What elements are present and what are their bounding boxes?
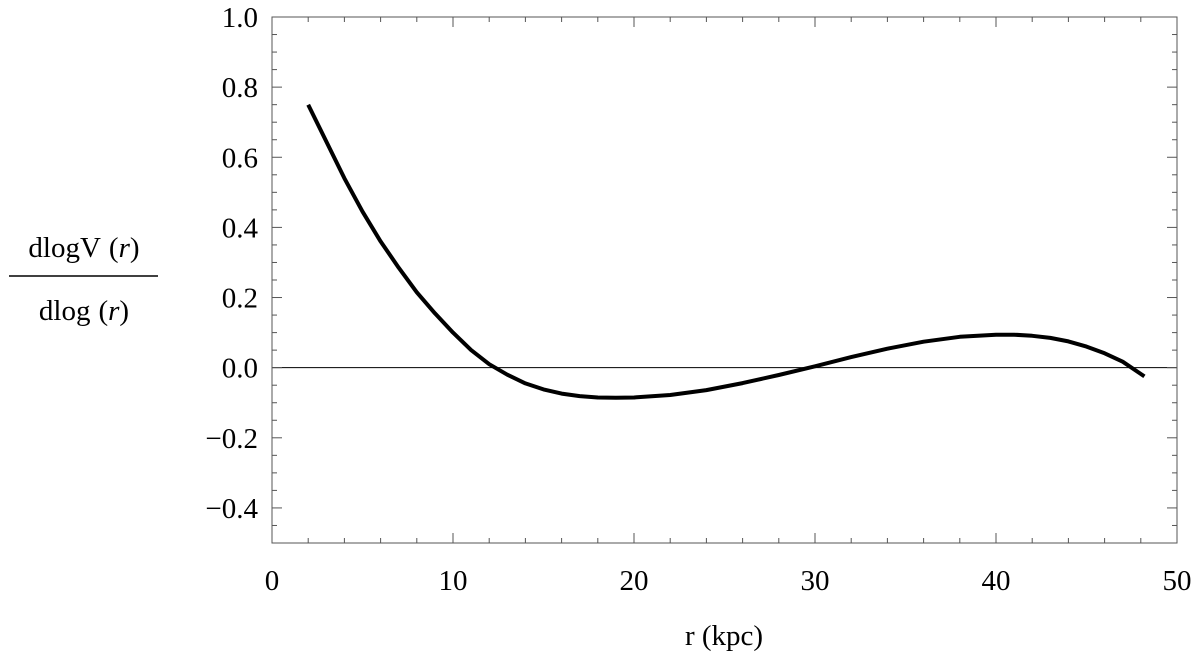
plot-frame: [271, 16, 1178, 544]
y-tick-label: 0.6: [222, 142, 258, 174]
y-tick-labels: −0.4 −0.2 0.0 0.2 0.4 0.6 0.8 1.0: [205, 2, 258, 525]
plot-area: [271, 16, 1178, 544]
data-series-line: [306, 103, 1146, 400]
tick-marks: [271, 16, 1178, 544]
y-axis-label: dlogV (r) dlog (r): [9, 232, 158, 327]
x-tick-label: 10: [439, 565, 468, 597]
y-tick-label: 0.0: [222, 353, 258, 385]
y-axis-label-numerator: dlogV (r): [28, 232, 139, 264]
y-tick-label: 0.2: [222, 283, 258, 315]
x-tick-label: 0: [265, 565, 280, 597]
x-tick-label: 40: [982, 565, 1011, 597]
y-tick-label: 0.4: [222, 212, 259, 244]
y-tick-label: −0.4: [205, 493, 258, 525]
x-tick-label: 20: [620, 565, 649, 597]
y-tick-label: 0.8: [222, 72, 258, 104]
x-tick-label: 50: [1163, 565, 1192, 597]
x-tick-labels: 0 10 20 30 40 50: [265, 565, 1192, 597]
y-axis-label-denominator: dlog (r): [39, 295, 129, 327]
y-tick-label: 1.0: [222, 2, 258, 34]
x-axis-label: r (kpc): [685, 620, 763, 652]
x-tick-label: 30: [801, 565, 830, 597]
y-tick-label: −0.2: [205, 423, 258, 455]
